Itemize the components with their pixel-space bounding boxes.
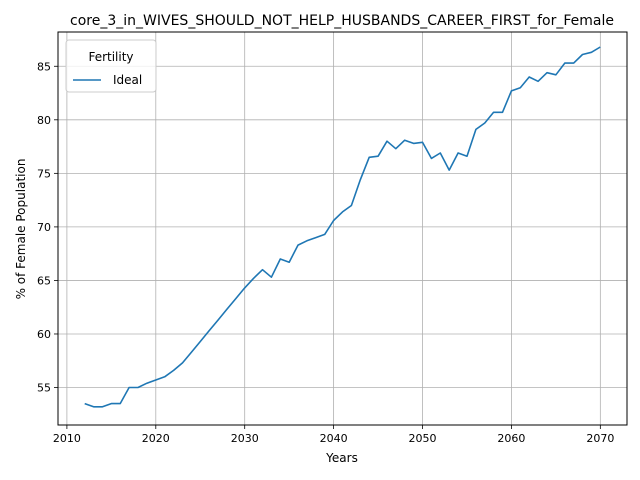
legend-title: Fertility: [88, 50, 133, 64]
y-tick-label: 75: [37, 167, 51, 180]
y-tick-label: 80: [37, 114, 51, 127]
x-axis-label: Years: [325, 451, 358, 465]
legend: Fertility Ideal: [65, 39, 157, 93]
series-layer: [84, 46, 601, 408]
x-tick-label: 2010: [53, 432, 81, 445]
series-line-ideal: [84, 46, 601, 408]
x-tick-label: 2040: [320, 432, 348, 445]
grid: [58, 32, 627, 425]
x-tick-label: 2020: [142, 432, 170, 445]
chart-title: core_3_in_WIVES_SHOULD_NOT_HELP_HUSBANDS…: [70, 13, 614, 29]
x-tick-label: 2070: [586, 432, 614, 445]
ticks: 2010 2020 2030 2040 2050 2060 2070 55 60 65 70 75 80…: [37, 60, 614, 445]
legend-label-ideal: Ideal: [113, 73, 142, 87]
y-tick-label: 70: [37, 221, 51, 234]
plot-area: [58, 32, 627, 425]
y-tick-label: 55: [37, 382, 51, 395]
x-tick-label: 2030: [231, 432, 259, 445]
x-tick-label: 2060: [497, 432, 525, 445]
axes-frame: [57, 31, 628, 426]
y-tick-label: 60: [37, 328, 51, 341]
y-axis-label: % of Female Population: [14, 159, 28, 300]
x-tick-label: 2050: [409, 432, 437, 445]
legend-box: [65, 39, 157, 93]
y-tick-label: 85: [37, 60, 51, 73]
y-tick-label: 65: [37, 274, 51, 287]
